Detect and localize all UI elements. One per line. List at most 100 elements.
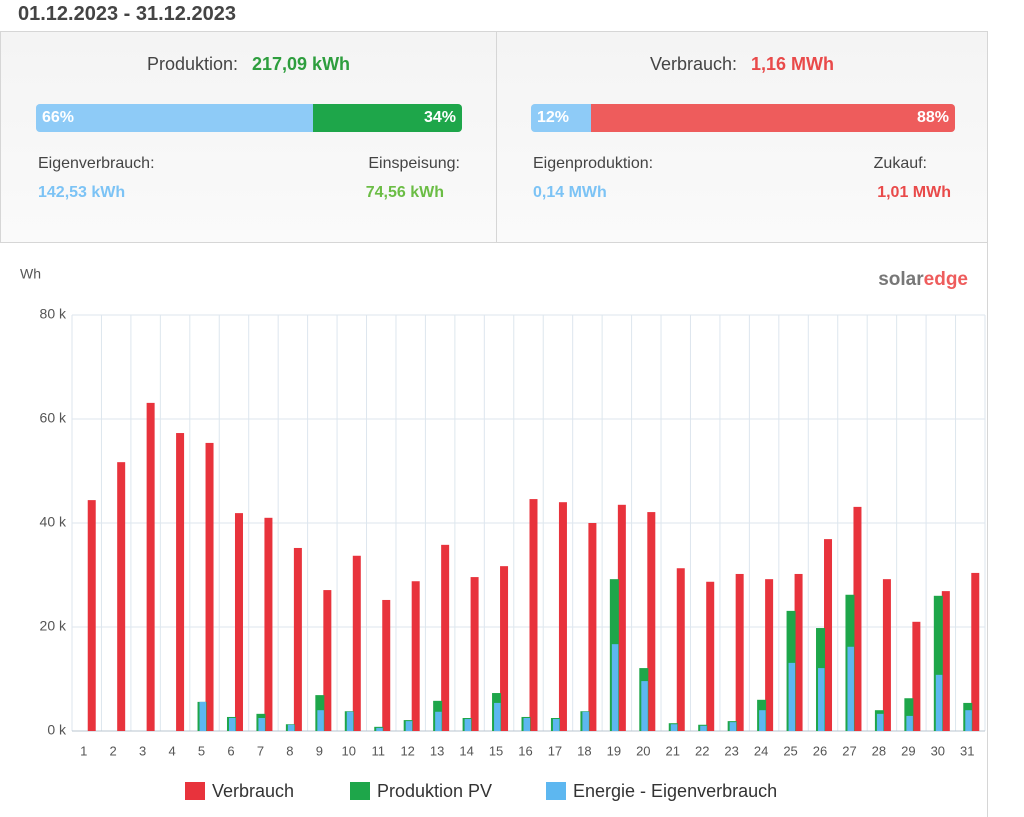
bar [87, 500, 96, 731]
x-tick-label: 5 [198, 743, 205, 758]
bar [529, 499, 538, 731]
bar [735, 573, 744, 731]
bar [500, 566, 509, 731]
bar [411, 581, 420, 731]
panel-title: Verbrauch: [649, 54, 738, 74]
x-tick-label: 17 [548, 743, 562, 758]
right-value: 1,01 MWh [877, 184, 951, 201]
bar [405, 721, 413, 731]
x-tick-label: 14 [459, 743, 473, 758]
bar [794, 573, 803, 731]
bar [199, 701, 207, 731]
bar [264, 517, 273, 731]
y-axis-label: Wh [20, 266, 41, 282]
panel-heading: Produktion: 217,09 kWh [1, 54, 496, 75]
bar [382, 599, 391, 731]
x-tick-label: 6 [227, 743, 234, 758]
x-tick-label: 30 [931, 743, 945, 758]
x-tick-label: 20 [636, 743, 650, 758]
x-tick-label: 10 [342, 743, 356, 758]
legend-swatch [185, 782, 205, 800]
bar [376, 727, 383, 731]
left-label: Eigenverbrauch: [38, 155, 155, 172]
split-bar: 12% 88% [531, 104, 955, 132]
bar [676, 568, 685, 731]
bar [847, 646, 854, 731]
bar-segment: 12% [531, 104, 591, 132]
bar [617, 504, 626, 731]
bar [558, 502, 567, 731]
y-tick-label: 0 k [47, 722, 67, 738]
bar [552, 719, 560, 731]
y-tick-label: 40 k [40, 514, 67, 530]
bar [176, 433, 185, 731]
bar [228, 718, 236, 731]
x-tick-label: 18 [577, 743, 591, 758]
bar [933, 595, 943, 731]
x-tick-label: 28 [872, 743, 886, 758]
x-tick-label: 11 [371, 743, 385, 758]
bar [876, 713, 884, 731]
x-tick-label: 24 [754, 743, 768, 758]
x-tick-label: 1 [80, 743, 87, 758]
x-tick-label: 31 [960, 743, 974, 758]
bar [965, 710, 972, 731]
panel-total: 217,09 kWh [252, 54, 351, 74]
bar [706, 581, 715, 731]
x-tick-label: 7 [257, 743, 264, 758]
production-panel: Produktion: 217,09 kWh 66% 34% Eigenverbra… [0, 31, 497, 243]
bar [700, 725, 707, 731]
legend-label: Verbrauch [212, 781, 294, 801]
x-tick-label: 9 [316, 743, 323, 758]
x-tick-label: 27 [842, 743, 856, 758]
bar [941, 591, 950, 731]
bar [146, 402, 155, 731]
right-label: Zukauf: [873, 155, 927, 172]
x-tick-label: 15 [489, 743, 503, 758]
bar [729, 722, 737, 731]
x-tick-label: 22 [695, 743, 709, 758]
bar [788, 662, 796, 731]
date-range: 01.12.2023 - 31.12.2023 [18, 3, 236, 25]
bar [323, 590, 332, 731]
x-tick-label: 16 [518, 743, 532, 758]
bar [494, 702, 501, 731]
x-tick-label: 13 [430, 743, 444, 758]
bar [588, 523, 597, 731]
bar [670, 724, 678, 731]
segment-label: 66% [42, 109, 75, 126]
legend-swatch [350, 782, 370, 800]
bar [470, 577, 479, 731]
bar [935, 674, 943, 731]
x-tick-label: 29 [901, 743, 915, 758]
bar-segment: 88% [591, 104, 955, 132]
bar [317, 710, 324, 731]
bar [611, 644, 619, 731]
right-label: Einspeisung: [368, 155, 460, 172]
bar [435, 711, 442, 731]
y-tick-label: 20 k [40, 618, 67, 634]
segment-label: 12% [537, 109, 570, 126]
x-tick-label: 25 [783, 743, 797, 758]
bar [234, 513, 243, 731]
legend-swatch [546, 782, 566, 800]
bar [647, 512, 656, 731]
x-tick-label: 4 [168, 743, 175, 758]
bar [464, 719, 472, 731]
left-value: 0,14 MWh [533, 184, 607, 201]
bar [759, 710, 766, 731]
legend-label: Produktion PV [377, 781, 492, 801]
bar [853, 506, 862, 731]
x-tick-label: 8 [286, 743, 293, 758]
x-tick-label: 3 [139, 743, 146, 758]
bar [205, 442, 214, 731]
logo-part: solar [878, 269, 924, 290]
panel-title: Produktion: [146, 54, 238, 74]
panel-total: 1,16 MWh [751, 54, 835, 74]
x-tick-label: 23 [724, 743, 738, 758]
left-value: 142,53 kWh [38, 184, 126, 201]
bar [882, 579, 891, 731]
bar [117, 462, 126, 731]
bar [824, 539, 833, 731]
